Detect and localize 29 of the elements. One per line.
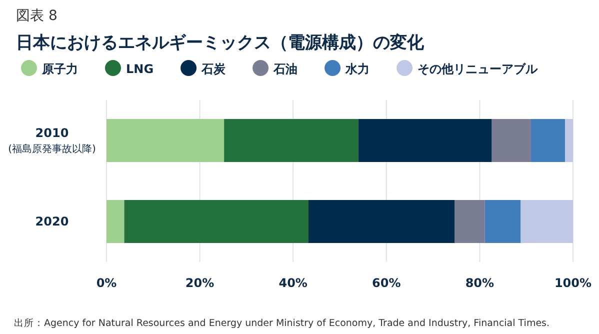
x-tick-label: 0% (96, 276, 117, 290)
bar (358, 119, 492, 162)
bar (492, 119, 532, 162)
legend-label: 原子力 (41, 62, 78, 76)
bar (565, 119, 573, 162)
x-tick-label: 80% (465, 276, 494, 290)
bar (520, 200, 573, 243)
legend-label: 石油 (272, 62, 298, 76)
chart-title: 日本におけるエネルギーミックス（電源構成）の変化 (16, 33, 425, 53)
x-tick-label: 60% (372, 276, 401, 290)
bar (106, 119, 224, 162)
y-tick-label: 2020 (35, 214, 69, 228)
bar (224, 119, 358, 162)
bar (531, 119, 566, 162)
bar (454, 200, 485, 243)
text: 出所：Agency for Natural Resources and Energy under Ministry of Economy, Trade and Industry, Financial Times. (14, 317, 550, 329)
chart-subtitle: 図表 8 (16, 8, 58, 24)
x-tick-label: 40% (278, 276, 308, 290)
y-tick-label: 2010 (福島原発事故以降) (8, 126, 96, 155)
bar (484, 200, 521, 243)
bar (124, 200, 308, 243)
legend-label: 水力 (344, 62, 370, 76)
legend-label: LNG (126, 62, 154, 76)
x-tick-label: 20% (185, 276, 214, 290)
bar (308, 200, 455, 243)
legend-label: その他リニューアブル (418, 62, 539, 76)
x-tick-label: 100% (554, 276, 592, 290)
bar (106, 200, 124, 243)
legend-label: 石炭 (200, 62, 227, 76)
